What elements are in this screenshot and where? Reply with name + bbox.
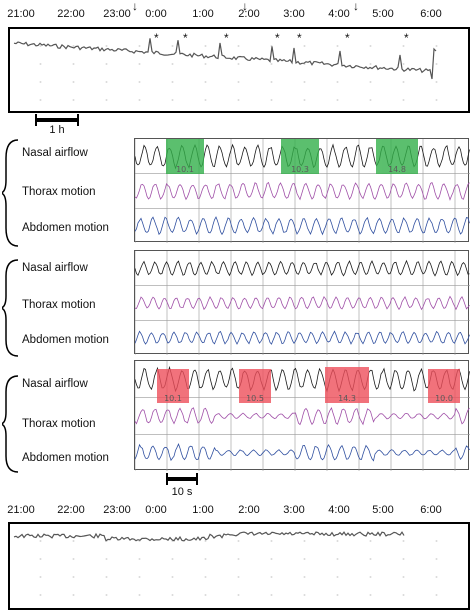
event-arrow-icon: ↓: [353, 0, 359, 13]
asterisk-marker: *: [275, 31, 280, 45]
red-event-marker: 14.3: [325, 367, 369, 403]
seconds-scale-label: 10 s: [171, 486, 193, 498]
nasal-airflow-label: Nasal airflow: [22, 147, 88, 159]
bottom-trend-panel: [8, 522, 470, 610]
bottom-time-label: 5:00: [372, 504, 394, 516]
brace-icon: [2, 139, 19, 247]
nasal-airflow-label: Nasal airflow: [22, 262, 88, 274]
green-event-marker: 14.8: [376, 139, 418, 174]
brace-icon: [2, 259, 19, 357]
red-event-marker: 10.5: [239, 369, 271, 403]
thorax-motion-label: Thorax motion: [22, 299, 96, 311]
asterisk-marker: *: [183, 31, 188, 45]
nasal-airflow-trace: [135, 259, 470, 277]
signal-panel-obstructive-apnea: 10.1 10.3 14.8: [134, 138, 470, 243]
thorax-motion-trace: [135, 407, 470, 426]
abdomen-motion-trace: [135, 443, 470, 462]
bottom-time-label: 1:00: [192, 504, 214, 516]
bottom-trend-trace: [13, 531, 405, 542]
event-arrow-icon: ↓: [132, 0, 138, 13]
asterisk-marker: *: [404, 31, 409, 45]
hour-scale-bar: [35, 114, 79, 126]
top-time-label: 6:00: [420, 8, 442, 20]
thorax-motion-label: Thorax motion: [22, 418, 96, 430]
thorax-motion-trace: [135, 181, 470, 201]
asterisk-marker: *: [224, 31, 229, 45]
top-time-label: 2:00: [238, 8, 260, 20]
top-time-label: 22:00: [57, 8, 85, 20]
abdomen-motion-label: Abdomen motion: [22, 452, 109, 464]
red-event-marker: 10.1: [157, 369, 189, 403]
top-trend-trace: [13, 38, 437, 80]
bottom-time-label: 6:00: [420, 504, 442, 516]
bottom-time-label: 4:00: [328, 504, 350, 516]
asterisk-marker: *: [297, 31, 302, 45]
abdomen-motion-label: Abdomen motion: [22, 222, 109, 234]
dot-grid: [10, 29, 468, 111]
top-trend-panel: * * * * * * *: [8, 27, 470, 113]
green-event-marker: 10.1: [166, 139, 204, 174]
top-time-label: 0:00: [145, 8, 167, 20]
top-time-label: 1:00: [192, 8, 214, 20]
brace-icon: [2, 375, 19, 473]
asterisk-marker: *: [154, 31, 159, 45]
bottom-time-label: 2:00: [238, 504, 260, 516]
dot-grid: [10, 524, 468, 608]
abdomen-motion-label: Abdomen motion: [22, 334, 109, 346]
thorax-motion-label: Thorax motion: [22, 186, 96, 198]
top-time-label: 4:00: [328, 8, 350, 20]
asterisk-marker: *: [345, 31, 350, 45]
abdomen-motion-trace: [135, 330, 470, 345]
signal-panel-central-apnea: 10.1 10.5 14.3 10.0: [134, 360, 470, 471]
signal-panel-normal-breathing: [134, 250, 470, 355]
nasal-airflow-label: Nasal airflow: [22, 378, 88, 390]
nasal-airflow-trace: [135, 365, 470, 393]
bottom-time-label: 21:00: [7, 504, 35, 516]
bottom-time-label: 23:00: [103, 504, 131, 516]
top-time-label: 3:00: [283, 8, 305, 20]
bottom-time-label: 3:00: [283, 504, 305, 516]
bottom-time-label: 0:00: [145, 504, 167, 516]
green-event-marker: 10.3: [281, 139, 319, 174]
event-arrow-icon: ↓: [242, 0, 248, 13]
top-time-label: 21:00: [7, 8, 35, 20]
thorax-motion-trace: [135, 295, 470, 311]
hour-scale-label: 1 h: [49, 124, 65, 136]
red-event-marker: 10.0: [428, 369, 460, 403]
bottom-time-label: 22:00: [57, 504, 85, 516]
abdomen-motion-trace: [135, 216, 470, 236]
seconds-scale-bar: [166, 473, 198, 485]
top-time-label: 23:00: [103, 8, 131, 20]
top-time-label: 5:00: [372, 8, 394, 20]
